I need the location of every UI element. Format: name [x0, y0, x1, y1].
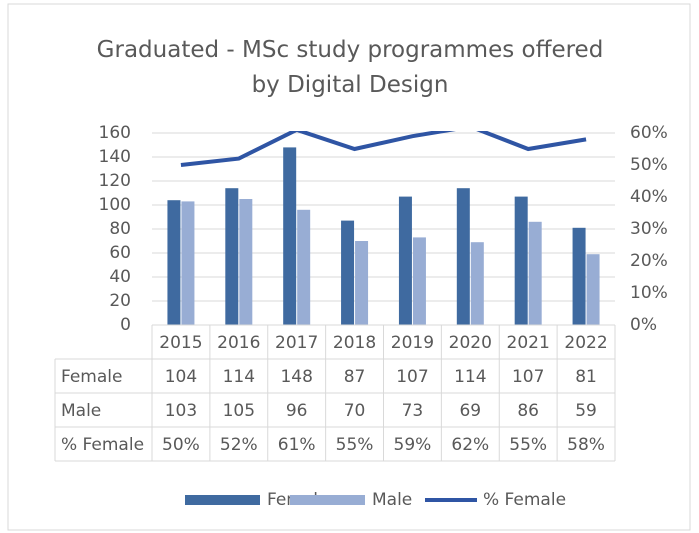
table-cell: 59%	[394, 435, 432, 455]
y-tick-label: 0	[120, 315, 131, 335]
y2-tick-label: 60%	[630, 123, 668, 143]
table-cell: 148	[280, 367, 312, 387]
table-cell: 87	[344, 367, 366, 387]
x-tick-label: 2020	[449, 333, 492, 353]
table-cell: 55%	[336, 435, 374, 455]
table-cell: 58%	[567, 435, 605, 455]
table-cell: 105	[223, 401, 255, 421]
y-tick-label: 160	[99, 123, 131, 143]
line-layer	[180, 131, 587, 167]
table-cell: 61%	[278, 435, 316, 455]
x-tick-label: 2021	[507, 333, 550, 353]
y2-tick-label: 0%	[630, 315, 657, 335]
bar	[225, 188, 239, 325]
bar	[470, 242, 484, 325]
table-cell: 114	[223, 367, 255, 387]
bar	[355, 241, 369, 325]
line-series	[180, 131, 587, 167]
bar	[239, 199, 253, 325]
legend-label: % Female	[483, 490, 566, 510]
table-cell: 104	[165, 367, 197, 387]
y-tick-label: 60	[109, 243, 131, 263]
bar	[412, 237, 426, 325]
x-tick-label: 2016	[217, 333, 260, 353]
table-cell: 81	[575, 367, 597, 387]
y-tick-label: 80	[109, 219, 131, 239]
bar	[456, 188, 470, 325]
table-cell: 50%	[162, 435, 200, 455]
table-row-label: Male	[61, 401, 101, 421]
bar	[297, 209, 311, 325]
table-cell: 107	[512, 367, 544, 387]
bar	[398, 196, 412, 325]
bar	[167, 200, 181, 325]
bar	[514, 196, 528, 325]
table-cell: 73	[402, 401, 424, 421]
bar	[528, 221, 542, 325]
table-cell: 103	[165, 401, 197, 421]
y2-tick-label: 10%	[630, 283, 668, 303]
y2-tick-label: 30%	[630, 219, 668, 239]
table-cell: 96	[286, 401, 308, 421]
y2-tick-label: 50%	[630, 155, 668, 175]
table-cell: 114	[454, 367, 486, 387]
table-cell: 52%	[220, 435, 258, 455]
x-tick-label: 2022	[564, 333, 607, 353]
legend-swatch	[185, 495, 260, 505]
table-cell: 59	[575, 401, 597, 421]
y-tick-label: 40	[109, 267, 131, 287]
bar	[341, 220, 355, 325]
legend-swatch	[290, 495, 365, 505]
table-cell: 107	[396, 367, 428, 387]
table-cell: 70	[344, 401, 366, 421]
y-tick-label: 120	[99, 171, 131, 191]
x-tick-label: 2015	[159, 333, 202, 353]
bar	[181, 201, 195, 325]
y2-tick-label: 20%	[630, 251, 668, 271]
table-cell: 55%	[509, 435, 547, 455]
legend-label: Male	[372, 490, 412, 510]
y2-tick-label: 40%	[630, 187, 668, 207]
bar	[283, 147, 297, 325]
x-tick-label: 2019	[391, 333, 434, 353]
bar	[572, 227, 586, 325]
table-row-label: % Female	[61, 435, 144, 455]
chart-title: Graduated - MSc study programmes offered…	[97, 37, 604, 98]
y-tick-label: 140	[99, 147, 131, 167]
table-cell: 69	[459, 401, 481, 421]
x-tick-label: 2018	[333, 333, 376, 353]
table-cell: 62%	[451, 435, 489, 455]
x-tick-label: 2017	[275, 333, 318, 353]
table-cell: 86	[517, 401, 539, 421]
y-tick-label: 100	[99, 195, 131, 215]
y-tick-label: 20	[109, 291, 131, 311]
bar	[586, 254, 600, 325]
table-row-label: Female	[61, 367, 122, 387]
